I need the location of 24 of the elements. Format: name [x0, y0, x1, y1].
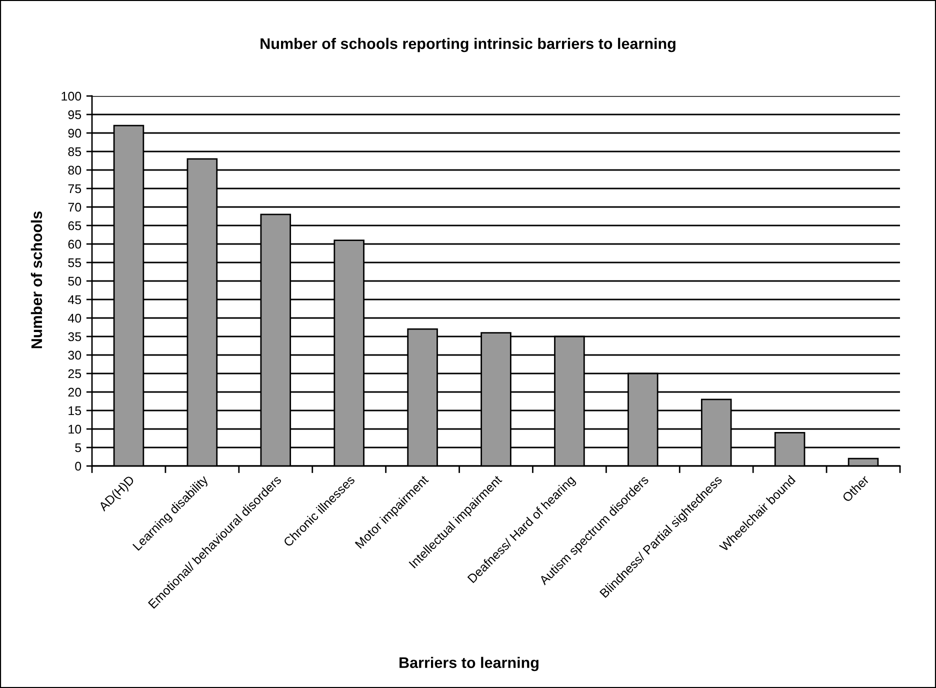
y-tick-label: 75 [68, 184, 82, 194]
y-tick-label: 25 [68, 369, 82, 378]
y-tick-label: 50 [68, 276, 82, 286]
y-tick-label: 70 [68, 202, 82, 212]
y-tick-label: 60 [68, 240, 82, 249]
y-tick-label: 90 [68, 128, 82, 138]
y-tick-label: 95 [68, 110, 82, 120]
y-tick-label: 10 [68, 424, 82, 434]
y-tick-label: 45 [68, 295, 82, 304]
y-tick-label: 55 [68, 258, 82, 268]
y-tick-label: 35 [68, 332, 82, 342]
y-tick-label: 65 [68, 221, 82, 230]
y-tick-label: 40 [68, 314, 82, 323]
y-tick-label: 20 [68, 388, 82, 397]
y-tick-label: 85 [68, 147, 82, 156]
y-tick-label: 0 [75, 462, 82, 471]
y-axis-title: Number of schools [30, 211, 42, 348]
y-tick-label: 5 [75, 443, 82, 452]
y-tick-label: 15 [68, 406, 82, 416]
y-tick-label: 100 [62, 92, 82, 101]
y-tick-label: 30 [68, 350, 82, 360]
chart-title: Number of schools reporting intrinsic barriers to learning [260, 38, 676, 52]
x-axis-title: Barriers to learning [400, 656, 538, 672]
y-tick-label: 80 [68, 166, 82, 175]
